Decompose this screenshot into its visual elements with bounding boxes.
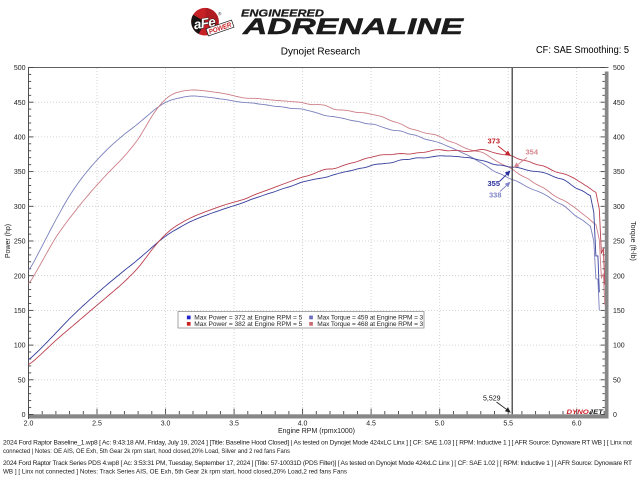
svg-text:2.5: 2.5 bbox=[92, 421, 102, 428]
svg-text:450: 450 bbox=[613, 100, 625, 107]
svg-text:50: 50 bbox=[18, 377, 26, 384]
svg-text:373: 373 bbox=[488, 137, 501, 146]
svg-text:2.0: 2.0 bbox=[24, 421, 34, 428]
svg-text:100: 100 bbox=[613, 343, 625, 350]
svg-text:150: 150 bbox=[613, 308, 625, 315]
svg-text:CF: SAE Smoothing: 5: CF: SAE Smoothing: 5 bbox=[536, 45, 629, 56]
svg-text:Max Power = 372 at Engine RPM: Max Power = 372 at Engine RPM = 5 bbox=[194, 315, 302, 322]
svg-text:355: 355 bbox=[488, 179, 501, 188]
svg-text:338: 338 bbox=[489, 191, 502, 200]
svg-text:0: 0 bbox=[22, 412, 26, 419]
svg-text:Engine RPM (rpmx1000): Engine RPM (rpmx1000) bbox=[278, 428, 355, 435]
svg-text:500: 500 bbox=[613, 65, 625, 72]
svg-text:50: 50 bbox=[613, 377, 621, 384]
svg-text:100: 100 bbox=[14, 343, 26, 350]
svg-text:Max Power = 382 at Engine RPM: Max Power = 382 at Engine RPM = 5 bbox=[194, 321, 302, 328]
svg-text:ADRENALINE: ADRENALINE bbox=[241, 14, 465, 39]
svg-text:300: 300 bbox=[14, 204, 26, 211]
svg-text:500: 500 bbox=[14, 65, 26, 72]
svg-text:450: 450 bbox=[14, 100, 26, 107]
svg-text:5.5: 5.5 bbox=[503, 421, 513, 428]
svg-text:5,529: 5,529 bbox=[483, 396, 501, 403]
svg-text:Power (hp): Power (hp) bbox=[5, 224, 12, 258]
svg-text:200: 200 bbox=[613, 273, 625, 280]
svg-text:connected | Notes: OE AIS, OE: connected | Notes: OE AIS, OE Exh, 5th G… bbox=[3, 448, 291, 455]
svg-text:250: 250 bbox=[613, 239, 625, 246]
svg-text:5.0: 5.0 bbox=[435, 421, 445, 428]
svg-text:4.0: 4.0 bbox=[298, 421, 308, 428]
svg-text:354: 354 bbox=[526, 148, 539, 157]
svg-text:Max Torque = 459 at Engine RPM: Max Torque = 459 at Engine RPM = 3 bbox=[317, 315, 423, 322]
svg-text:ENGINEERED: ENGINEERED bbox=[241, 9, 324, 20]
svg-text:300: 300 bbox=[613, 204, 625, 211]
svg-text:3.5: 3.5 bbox=[229, 421, 239, 428]
svg-text:0: 0 bbox=[613, 412, 617, 419]
svg-text:350: 350 bbox=[14, 169, 26, 176]
svg-text:2024 Ford Raptor Baseline_1.wp: 2024 Ford Raptor Baseline_1.wp8 [ Ac: 9:… bbox=[3, 440, 632, 447]
svg-text:150: 150 bbox=[14, 308, 26, 315]
svg-text:6.0: 6.0 bbox=[572, 421, 582, 428]
svg-text:250: 250 bbox=[14, 239, 26, 246]
svg-text:350: 350 bbox=[613, 169, 625, 176]
svg-text:Torque (ft-lb): Torque (ft-lb) bbox=[629, 221, 636, 261]
svg-text:Max Torque = 468 at Engine RPM: Max Torque = 468 at Engine RPM = 3 bbox=[317, 321, 423, 328]
svg-text:200: 200 bbox=[14, 273, 26, 280]
svg-text:400: 400 bbox=[14, 135, 26, 142]
svg-text:4.5: 4.5 bbox=[366, 421, 376, 428]
svg-text:WB ] [ Linx not connected ] No: WB ] [ Linx not connected ] Notes: Track… bbox=[3, 469, 348, 476]
svg-text:3.0: 3.0 bbox=[161, 421, 171, 428]
svg-text:®: ® bbox=[218, 11, 222, 17]
svg-text:2024 Ford Raptor Track Series: 2024 Ford Raptor Track Series PDS 4.wp8 … bbox=[3, 460, 632, 467]
svg-text:Dynojet Research: Dynojet Research bbox=[281, 46, 360, 57]
svg-text:400: 400 bbox=[613, 135, 625, 142]
